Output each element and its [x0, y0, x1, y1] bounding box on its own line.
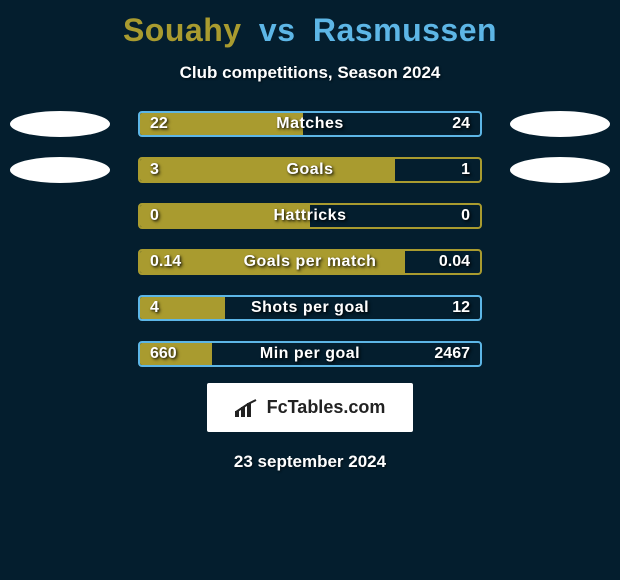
stat-row: Goals31 — [0, 157, 620, 183]
stat-bar-fill — [140, 251, 405, 273]
stat-bar-fill — [140, 205, 310, 227]
stat-bar: Matches2224 — [138, 111, 482, 137]
stat-bar: Hattricks00 — [138, 203, 482, 229]
player2-oval — [510, 157, 610, 183]
stat-value-right: 12 — [452, 299, 470, 317]
stat-bar: Min per goal6602467 — [138, 341, 482, 367]
subtitle: Club competitions, Season 2024 — [0, 63, 620, 83]
stat-bar-fill — [140, 113, 303, 135]
footer-date: 23 september 2024 — [0, 452, 620, 472]
stat-row: Min per goal6602467 — [0, 341, 620, 367]
page-title: Souahy vs Rasmussen — [0, 12, 620, 49]
stat-value-right: 0 — [461, 207, 470, 225]
stat-bar-fill — [140, 159, 395, 181]
player1-oval — [10, 157, 110, 183]
watermark-text: FcTables.com — [267, 397, 386, 418]
stat-bar: Goals31 — [138, 157, 482, 183]
stat-value-right: 0.04 — [439, 253, 470, 271]
stats-list: Matches2224 Goals31 Hattricks00 Goals per m… — [0, 111, 620, 367]
chart-icon — [235, 399, 259, 417]
stat-row: Matches2224 — [0, 111, 620, 137]
stat-row: Goals per match0.140.04 — [0, 249, 620, 275]
comparison-card: Souahy vs Rasmussen Club competitions, S… — [0, 0, 620, 472]
title-vs: vs — [259, 12, 296, 48]
player2-oval — [510, 111, 610, 137]
stat-bar-fill — [140, 297, 225, 319]
player1-oval — [10, 111, 110, 137]
stat-bar-fill — [140, 343, 212, 365]
stat-value-right: 1 — [461, 161, 470, 179]
title-player1: Souahy — [123, 12, 242, 48]
stat-row: Shots per goal412 — [0, 295, 620, 321]
stat-bar: Goals per match0.140.04 — [138, 249, 482, 275]
stat-row: Hattricks00 — [0, 203, 620, 229]
stat-value-right: 2467 — [434, 345, 470, 363]
stat-value-right: 24 — [452, 115, 470, 133]
title-player2: Rasmussen — [313, 12, 497, 48]
stat-bar: Shots per goal412 — [138, 295, 482, 321]
watermark-badge: FcTables.com — [207, 383, 414, 432]
